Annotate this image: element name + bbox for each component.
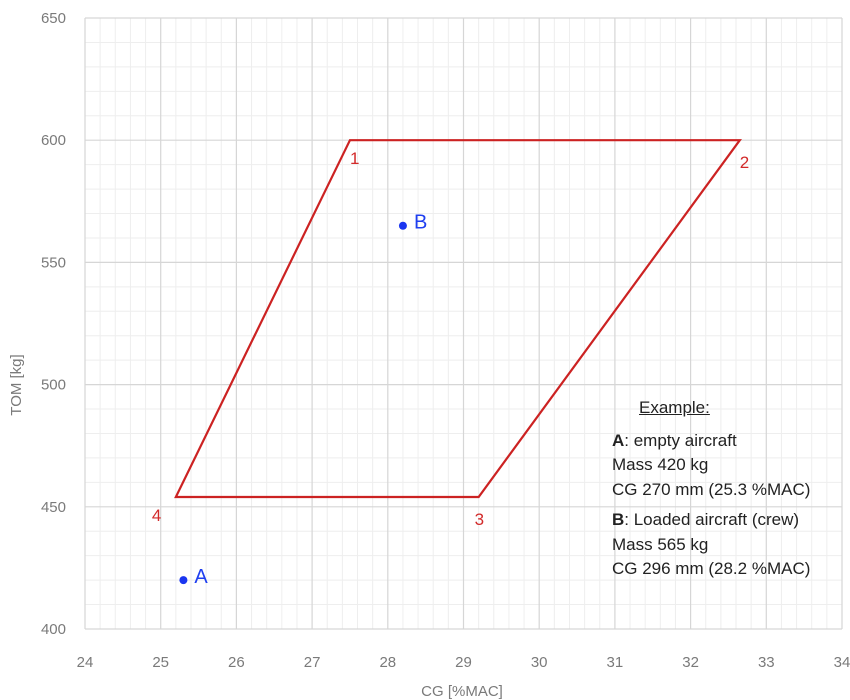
example-a-mass: Mass 420 kg <box>612 455 709 474</box>
point-B <box>398 221 407 230</box>
x-tick-label: 32 <box>682 654 699 671</box>
example-b-cg: CG 296 mm (28.2 %MAC) <box>612 559 811 578</box>
vertex-label-1: 1 <box>350 149 359 168</box>
example-b-desc-text: : Loaded aircraft (crew) <box>624 510 800 529</box>
major-grid <box>84 17 843 630</box>
x-tick-label: 26 <box>228 654 245 671</box>
vertex-label-3: 3 <box>475 510 484 529</box>
x-tick-label: 30 <box>531 654 548 671</box>
x-tick-label: 31 <box>607 654 624 671</box>
example-b-description: B: Loaded aircraft (crew) <box>612 508 848 533</box>
x-axis-label: CG [%MAC] <box>421 683 503 700</box>
y-tick-label: 600 <box>41 132 66 149</box>
example-b-key: B <box>612 510 625 529</box>
example-a-desc-text: : empty aircraft <box>624 430 737 450</box>
y-tick-label: 400 <box>41 621 66 638</box>
x-tick-label: 27 <box>304 654 321 671</box>
y-tick-label: 550 <box>41 254 66 271</box>
envelope-vertex-labels: 1 2 3 4 <box>152 149 749 529</box>
vertex-label-2: 2 <box>740 153 749 172</box>
x-tick-label: 25 <box>152 654 169 671</box>
x-tick-label: 28 <box>379 654 396 671</box>
y-axis-ticks: 400 450 500 550 600 650 <box>41 10 66 638</box>
point-label-A: A <box>194 566 208 588</box>
x-tick-label: 24 <box>77 654 94 671</box>
vertex-label-4: 4 <box>152 506 161 525</box>
example-title: Example: <box>639 398 710 417</box>
y-axis-label: TOM [kg] <box>8 354 25 415</box>
point-label-B: B <box>414 212 427 234</box>
y-tick-label: 450 <box>41 499 66 516</box>
x-tick-label: 34 <box>834 654 850 671</box>
loading-points: AB <box>179 212 427 588</box>
x-tick-label: 33 <box>758 654 775 671</box>
x-axis-ticks: 24 25 26 27 28 29 30 31 32 33 34 <box>77 654 850 671</box>
example-a-key: A <box>612 430 625 450</box>
x-tick-label: 29 <box>455 654 472 671</box>
example-annotation: Example: A: empty aircraft Mass 420 kg C… <box>612 396 848 582</box>
example-b-mass: Mass 565 kg <box>612 534 709 554</box>
point-A <box>179 576 188 585</box>
y-tick-label: 500 <box>41 377 66 394</box>
example-a-cg: CG 270 mm (25.3 %MAC) <box>612 479 811 499</box>
cg-envelope-polygon <box>174 139 742 499</box>
example-a-description: A: empty aircraft <box>612 429 848 454</box>
y-tick-label: 650 <box>41 10 66 27</box>
